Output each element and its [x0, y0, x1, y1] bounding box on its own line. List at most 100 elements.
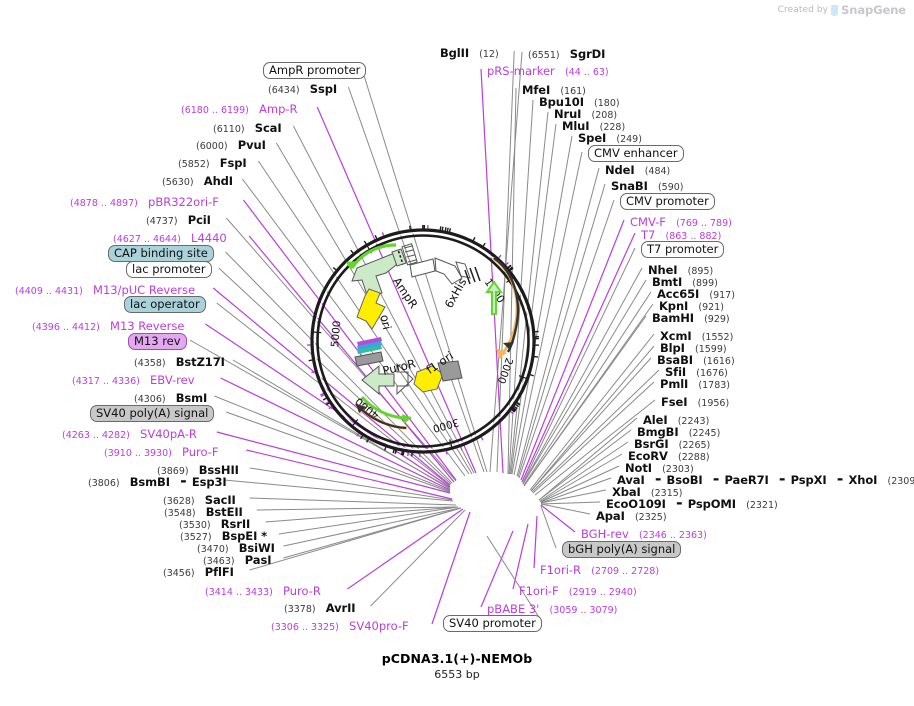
feature-chip-lacprom[interactable]: lac promoter — [126, 261, 212, 279]
feature-chip-capbind[interactable]: CAP binding site — [108, 245, 214, 263]
site-position: (1552) — [701, 332, 734, 343]
feature-chip-amppromoter[interactable]: AmpR promoter — [263, 62, 367, 80]
enzyme-label-ndei[interactable]: NdeI (484) — [605, 161, 670, 177]
primer-label-pbr322orif[interactable]: (4878 .. 4897) pBR322ori-F — [70, 193, 219, 209]
enzyme-name: PvuI — [237, 138, 266, 152]
enzyme-label-ecoo109i[interactable]: EcoO109I - PspOMI (2321) — [606, 495, 778, 511]
site-position: (3548) — [164, 508, 196, 519]
enzyme-label-kpni[interactable]: KpnI (921) — [659, 297, 724, 313]
enzyme-label-snabi[interactable]: SnaBI (590) — [611, 177, 684, 193]
enzyme-label-ecorv[interactable]: EcoRV (2288) — [628, 447, 710, 463]
enzyme-label-rsrii[interactable]: (3530) RsrII — [179, 515, 250, 531]
primer-label-ebvrev[interactable]: (4317 .. 4336) EBV-rev — [72, 371, 195, 387]
feature-chip-cmvenh[interactable]: CMV enhancer — [588, 145, 684, 163]
enzyme-label-fspi[interactable]: (5852) FspI — [178, 154, 247, 170]
enzyme-label-sfii[interactable]: SfiI (1676) — [665, 363, 728, 379]
site-position: (161) — [560, 86, 586, 97]
enzyme-label-pcii[interactable]: (4737) PciI — [146, 211, 211, 227]
enzyme-label-bsmbi[interactable]: (3806) BsmBI - Esp3I — [88, 473, 227, 489]
enzyme-label-pvui[interactable]: (6000) PvuI — [196, 136, 266, 152]
primer-name: Amp-R — [259, 102, 298, 116]
enzyme-label-mfei[interactable]: MfeI (161) — [522, 81, 586, 97]
enzyme-label-xbai[interactable]: XbaI (2315) — [612, 483, 683, 499]
enzyme-name: AvaI — [617, 473, 645, 487]
feature-chip-m13revchip[interactable]: M13 rev — [128, 333, 187, 351]
enzyme-name-alt: PaeR7I — [724, 473, 769, 487]
leader-line — [510, 123, 557, 475]
enzyme-label-acc65i[interactable]: Acc65I (917) — [657, 285, 735, 301]
site-position: (2288) — [678, 452, 710, 463]
primer-label-pbabe3[interactable]: pBABE 3' (3059 .. 3079) — [487, 600, 617, 616]
primer-label-f1ori_f[interactable]: F1ori-F (2919 .. 2940) — [519, 582, 637, 598]
enzyme-label-bmgbi[interactable]: BmgBI (2245) — [637, 423, 720, 439]
enzyme-name: PasI — [244, 553, 272, 567]
enzyme-label-noti[interactable]: NotI (2303) — [625, 459, 694, 475]
primer-label-m13puc[interactable]: (4409 .. 4431) M13/pUC Reverse — [15, 281, 195, 297]
primer-label-ampr[interactable]: (6180 .. 6199) Amp-R — [181, 100, 298, 116]
leader-line — [226, 217, 457, 482]
enzyme-label-sgrdi[interactable]: (6551) SgrDI — [528, 45, 605, 61]
enzyme-name: NruI — [554, 107, 582, 121]
site-tick — [365, 438, 369, 443]
primer-label-cmvf[interactable]: CMV-F (769 .. 789) — [630, 213, 732, 229]
leader-line — [226, 411, 451, 493]
feature-chip-sv40pa[interactable]: SV40 poly(A) signal — [90, 405, 215, 423]
primer-label-m13rev[interactable]: (4396 .. 4412) M13 Reverse — [32, 317, 184, 333]
enzyme-label-bmti[interactable]: BmtI (899) — [652, 273, 718, 289]
primer-label-sv40par[interactable]: (4263 .. 4282) SV40pA-R — [62, 425, 197, 441]
enzyme-label-nrui[interactable]: NruI (208) — [554, 105, 617, 121]
enzyme-label-spei[interactable]: SpeI (249) — [578, 129, 642, 145]
site-position: (2709 .. 2728) — [591, 566, 660, 577]
leader-line — [532, 381, 655, 494]
enzyme-label-bamhi[interactable]: BamHI (929) — [652, 309, 730, 325]
site-position: (3378) — [284, 604, 316, 615]
primer-label-l4440[interactable]: (4627 .. 4644) L4440 — [113, 229, 227, 245]
enzyme-label-bpu10i[interactable]: Bpu10I (180) — [539, 93, 620, 109]
primer-label-prsmarker[interactable]: pRS-marker (44 .. 63) — [487, 62, 609, 78]
primer-label-puro_f[interactable]: (3910 .. 3930) Puro-F — [104, 443, 219, 459]
enzyme-label-bsrgi[interactable]: BsrGI (2265) — [634, 435, 710, 451]
enzyme-label-avai[interactable]: AvaI - BsoBI - PaeR7I - PspXI - XhoI (23… — [617, 471, 914, 487]
enzyme-label-avrii[interactable]: (3378) AvrII — [284, 599, 356, 615]
enzyme-label-sspi[interactable]: (6434) SspI — [268, 80, 337, 96]
enzyme-label-sacii[interactable]: (3628) SacII — [163, 491, 236, 507]
enzyme-label-pflfi[interactable]: (3456) PflFI — [163, 563, 234, 579]
feature-chip-sv40prom[interactable]: SV40 promoter — [443, 615, 542, 633]
enzyme-label-scai[interactable]: (6110) ScaI — [213, 119, 282, 135]
feature-chip-lacop[interactable]: lac operator — [124, 296, 206, 314]
feature-chip-t7prom[interactable]: T7 promoter — [641, 241, 725, 259]
primer-label-bgh_rev[interactable]: BGH-rev (2346 .. 2363) — [581, 525, 707, 541]
enzyme-name: NdeI — [605, 163, 635, 177]
feature-chip-cmvprom[interactable]: CMV promoter — [620, 193, 715, 211]
enzyme-label-alei[interactable]: AleI (2243) — [643, 411, 709, 427]
site-tick — [322, 397, 327, 401]
enzyme-label-nhei[interactable]: NheI (895) — [648, 261, 713, 277]
enzyme-label-xcmi[interactable]: XcmI (1552) — [660, 327, 733, 343]
enzyme-label-pasi[interactable]: (3463) PasI — [203, 551, 271, 567]
snapgene-credit: Created by SnapGene — [778, 3, 907, 17]
enzyme-label-bglii[interactable]: BglII (12) — [440, 44, 499, 60]
enzyme-label-pmli[interactable]: PmlI (1783) — [660, 375, 730, 391]
enzyme-label-bsteii[interactable]: (3548) BstEII — [164, 503, 243, 519]
site-tick — [325, 402, 330, 406]
enzyme-label-bsiwi[interactable]: (3470) BsiWI — [197, 539, 275, 555]
feature-chip-bghpa[interactable]: bGH poly(A) signal — [562, 541, 682, 559]
leader-line — [248, 235, 455, 483]
enzyme-label-bspei[interactable]: (3527) BspEI * — [180, 527, 267, 543]
leader-line — [520, 219, 625, 481]
primer-label-t7[interactable]: T7 (863 .. 882) — [641, 226, 721, 242]
enzyme-label-mlui[interactable]: MluI (228) — [562, 117, 625, 133]
enzyme-label-blpi[interactable]: BlpI (1599) — [660, 339, 727, 355]
leader-line — [292, 125, 475, 474]
enzyme-label-bsshii[interactable]: (3869) BssHII — [157, 461, 239, 477]
primer-label-puro_r[interactable]: (3414 .. 3433) Puro-R — [205, 582, 321, 598]
enzyme-label-bstz17i[interactable]: (4358) BstZ17I — [134, 353, 225, 369]
primer-label-sv40prof[interactable]: (3306 .. 3325) SV40pro-F — [271, 617, 409, 633]
enzyme-label-bsabi[interactable]: BsaBI (1616) — [657, 351, 735, 367]
enzyme-label-fsei[interactable]: FseI (1956) — [661, 393, 729, 409]
primer-label-f1ori_r[interactable]: F1ori-R (2709 .. 2728) — [540, 561, 659, 577]
enzyme-name-alt: PspOMI — [687, 497, 736, 511]
enzyme-label-ahdi[interactable]: (5630) AhdI — [162, 172, 233, 188]
enzyme-label-bsmi[interactable]: (4306) BsmI — [134, 389, 207, 405]
enzyme-label-apai[interactable]: ApaI (2325) — [596, 507, 667, 523]
